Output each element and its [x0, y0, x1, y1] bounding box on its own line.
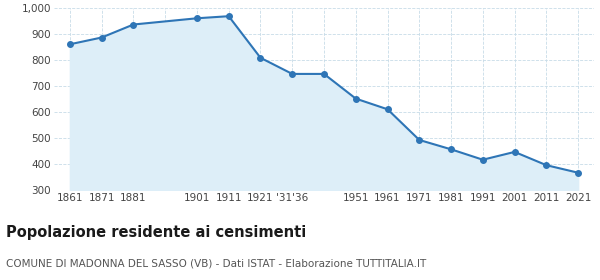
Point: [446, 147, 456, 151]
Text: Popolazione residente ai censimenti: Popolazione residente ai censimenti: [6, 225, 306, 241]
Point: [287, 72, 297, 76]
Point: [65, 42, 74, 46]
Text: COMUNE DI MADONNA DEL SASSO (VB) - Dati ISTAT - Elaborazione TUTTITALIA.IT: COMUNE DI MADONNA DEL SASSO (VB) - Dati …: [6, 259, 426, 269]
Point: [351, 96, 361, 101]
Point: [478, 157, 488, 162]
Point: [256, 55, 265, 60]
Point: [574, 171, 583, 175]
Point: [383, 107, 392, 111]
Point: [192, 16, 202, 20]
Point: [542, 163, 551, 167]
Point: [128, 22, 138, 27]
Point: [415, 138, 424, 142]
Point: [510, 150, 520, 154]
Point: [97, 35, 106, 40]
Point: [224, 14, 233, 18]
Point: [319, 72, 329, 76]
